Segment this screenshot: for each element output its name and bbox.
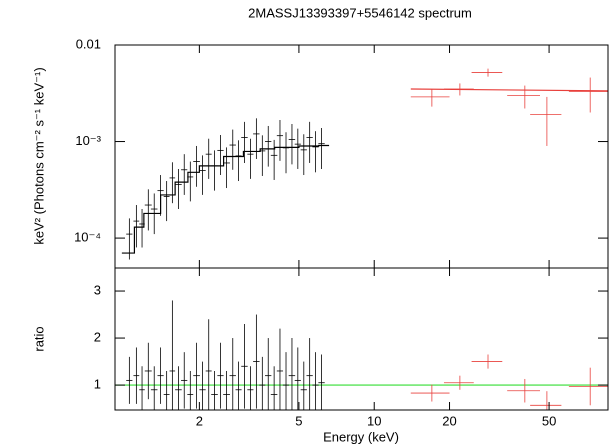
ratio-plot xyxy=(115,300,608,410)
model-line xyxy=(121,144,330,254)
x-axis-title: Energy (keV) xyxy=(323,429,399,444)
y-tick-label: 10⁻³ xyxy=(75,133,101,148)
x-tick-label: 5 xyxy=(295,413,302,428)
axes: 0.01 10⁻³ 10⁻⁴ 1 2 3 2 5 10 20 50 xyxy=(74,36,608,428)
y-tick-label: 3 xyxy=(94,282,101,297)
y-tick-label: 1 xyxy=(94,377,101,392)
y-tick-label: 10⁻⁴ xyxy=(74,230,101,245)
y-tick-label: 0.01 xyxy=(76,36,101,51)
x-tick-label: 20 xyxy=(442,413,456,428)
x-tick-label: 50 xyxy=(542,413,556,428)
plot-frame xyxy=(114,44,609,269)
top-plot xyxy=(121,68,608,260)
x-tick-label: 10 xyxy=(367,413,381,428)
model-line xyxy=(410,88,608,92)
x-tick-label: 2 xyxy=(196,413,203,428)
y-axis-title: keV² (Photons cm⁻² s⁻¹ keV⁻¹) xyxy=(31,67,46,244)
y-axis-title: ratio xyxy=(31,326,46,351)
plot-frame xyxy=(114,267,609,411)
chart-title: 2MASSJ13393397+5546142 spectrum xyxy=(248,5,472,20)
y-tick-label: 2 xyxy=(94,329,101,344)
